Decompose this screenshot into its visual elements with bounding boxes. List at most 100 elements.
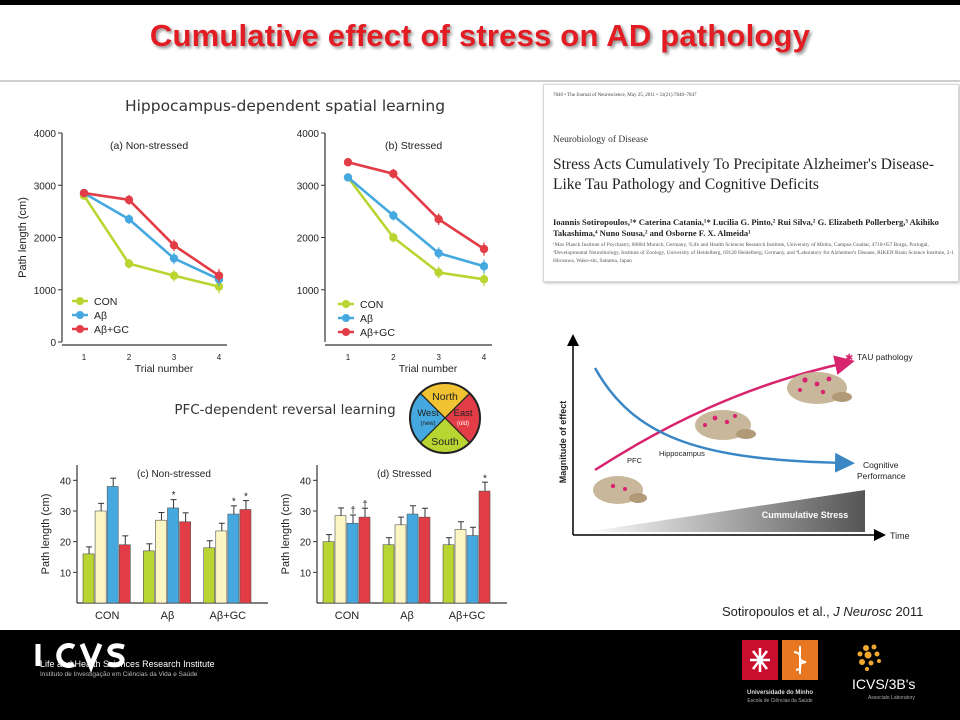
- y-tick-label: 3000: [297, 181, 320, 192]
- bar: [382, 544, 395, 604]
- y-tick-label: 20: [60, 538, 72, 549]
- y-tick-label: 1000: [34, 286, 57, 297]
- significance-marker: †: [362, 499, 368, 510]
- significance-marker: *: [172, 490, 176, 501]
- y-tick-label: 10: [300, 568, 312, 579]
- significance-marker: *: [483, 473, 487, 484]
- y-tick-label: 4000: [34, 129, 57, 140]
- spatial-learning-heading: Hippocampus-dependent spatial learning: [125, 97, 445, 115]
- paper-affiliations: ¹Max Planck Institute of Psychiatry, 808…: [553, 242, 954, 264]
- paper-title: Stress Acts Cumulatively To Precipitate …: [553, 156, 935, 193]
- data-point: [343, 173, 353, 182]
- maze-north-label: North: [432, 391, 458, 403]
- y-axis-label: Path length (cm): [40, 494, 52, 575]
- uminho-school: Escola de Ciências da Saúde: [747, 698, 813, 704]
- bar: [203, 547, 216, 604]
- line-chart-non-stressed: 0 1000 2000 3000 4000 1 2 3 4 (a) Non-stressed Tri…: [17, 129, 227, 375]
- x-tick-label: 1: [82, 353, 87, 362]
- y-tick-label: 30: [300, 507, 312, 518]
- legend-label: Aβ: [94, 310, 107, 322]
- brain-icon-late: [787, 372, 852, 404]
- icvs-name: Life and Health Sciences Research Instit…: [40, 659, 215, 669]
- significance-marker: *: [232, 496, 236, 507]
- legend-label: Aβ+GC: [94, 324, 129, 336]
- bar: [466, 535, 479, 604]
- bar: [478, 490, 491, 604]
- series-line: [83, 191, 220, 281]
- category-label: Aβ: [400, 610, 414, 622]
- bar-chart-stressed: 10 20 30 40 (d) Stressed Path length (cm) CON A…: [280, 465, 507, 622]
- uminho-logo: [742, 640, 818, 680]
- significance-marker: †: [350, 505, 356, 516]
- data-point: [124, 195, 134, 205]
- data-point: [124, 259, 134, 268]
- chart-title: (d) Stressed: [377, 469, 431, 480]
- bar: [227, 513, 240, 604]
- brain-icon-mid: [695, 410, 756, 440]
- chart-title: (c) Non-stressed: [137, 469, 211, 480]
- bar-chart-non-stressed: 10 20 30 40 (c) Non-stressed Path length (cm)…: [40, 465, 268, 622]
- data-point: [434, 268, 443, 277]
- data-point: [214, 271, 224, 280]
- pfc-label: PFC: [627, 456, 643, 465]
- y-tick-label: 40: [300, 476, 312, 487]
- tau-label: TAU pathology: [857, 352, 913, 362]
- bar: [143, 550, 155, 604]
- stress-label: Cummulative Stress: [762, 510, 849, 520]
- x-axis-label: Trial number: [399, 363, 458, 375]
- legend-label: CON: [360, 299, 383, 311]
- maze-west-sub: (new): [420, 421, 435, 427]
- legend-marker: [76, 297, 84, 305]
- citation-year: 2011: [891, 604, 924, 619]
- behavior-figure: Hippocampus-dependent spatial learning 0…: [17, 97, 507, 622]
- legend-line-b: CON Aβ Aβ+GC: [338, 299, 395, 339]
- x-tick-label: 4: [217, 353, 222, 362]
- line-chart-stressed: 1000 2000 3000 4000 1 2 3 4 (b) Stressed Trial nu…: [297, 129, 492, 375]
- data-point: [214, 282, 224, 291]
- tau-arrow: [594, 355, 855, 472]
- significance-marker: *: [244, 492, 248, 503]
- bar: [454, 529, 467, 604]
- y-tick-label: 2000: [34, 234, 57, 245]
- data-point: [79, 188, 89, 198]
- maze-west-label: West: [417, 408, 439, 419]
- y-tick-label: 20: [300, 538, 312, 549]
- x-tick-label: 3: [172, 353, 177, 362]
- bar: [155, 519, 167, 604]
- y-tick-label: 1000: [297, 286, 320, 297]
- icvs-3bs-logo: [857, 644, 881, 671]
- citation-journal: J Neurosc: [833, 604, 892, 619]
- y-tick-label: 3000: [34, 181, 57, 192]
- category-label: Aβ+GC: [210, 610, 247, 622]
- x-axis-label: Trial number: [135, 363, 194, 375]
- data-point: [479, 262, 489, 271]
- bar: [394, 524, 407, 604]
- y-tick-label: 0: [50, 338, 56, 349]
- water-maze-quadrant-icon: North South West (new) East (old): [409, 382, 481, 454]
- uminho-name: Universidade do Minho: [746, 690, 813, 696]
- category-label: CON: [95, 610, 120, 622]
- bar: [406, 513, 419, 604]
- data-point: [389, 169, 398, 178]
- maze-east-sub: (old): [457, 421, 469, 427]
- data-point: [434, 248, 443, 258]
- bar: [106, 486, 119, 604]
- y-tick-label: 30: [60, 507, 72, 518]
- bar: [179, 521, 191, 604]
- cognitive-label-2: Performance: [857, 471, 906, 481]
- paper-excerpt: 7840 • The Journal of Neuroscience, May …: [543, 84, 959, 282]
- bar: [215, 530, 228, 604]
- series-line: [346, 176, 485, 281]
- reversal-learning-heading: PFC-dependent reversal learning: [174, 402, 395, 418]
- maze-south-label: South: [431, 436, 459, 448]
- bar: [346, 522, 359, 604]
- legend-marker: [76, 311, 84, 319]
- series-line: [347, 160, 485, 251]
- paper-header: 7840 • The Journal of Neuroscience, May …: [553, 93, 697, 98]
- icvs-subtitle: Instituto de Investigação em Ciências da…: [40, 671, 198, 678]
- citation-authors: Sotiropoulos et al.,: [722, 604, 834, 619]
- bar: [239, 509, 252, 604]
- legend-label: CON: [94, 296, 117, 308]
- x-tick-label: 2: [127, 353, 132, 362]
- legend-label: Aβ: [360, 313, 373, 325]
